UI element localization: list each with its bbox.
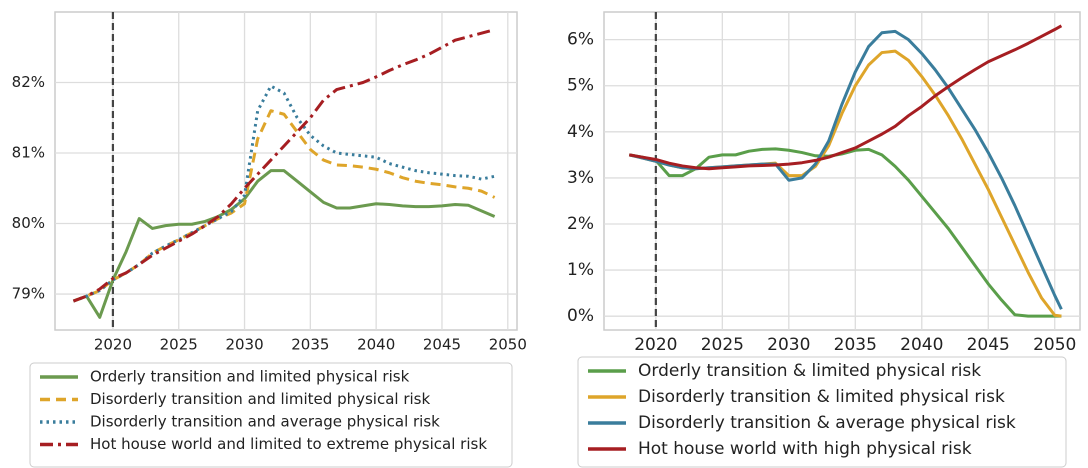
x-tick-label: 2040 [900, 335, 943, 355]
plot-area [603, 11, 1081, 331]
y-tick-label: 80% [12, 214, 45, 232]
legend-box [577, 356, 1067, 468]
x-tick-label: 2025 [701, 335, 744, 355]
series-line [72, 84, 495, 303]
x-tick-label: 2035 [834, 335, 877, 355]
legend-label: Disorderly transition & average physical… [638, 413, 1016, 433]
series-line [72, 28, 496, 303]
legend-label: Hot house world with high physical risk [638, 439, 972, 459]
x-tick-label: 2020 [634, 335, 677, 355]
legend-label: Orderly transition and limited physical … [90, 368, 410, 386]
legend-label: Disorderly transition and average physic… [90, 413, 440, 431]
x-tick-label: 2050 [1033, 335, 1076, 355]
x-tick-label: 2050 [489, 336, 527, 354]
y-tick-label: 5% [567, 76, 594, 96]
y-tick-label: 79% [12, 285, 45, 303]
legend-box [29, 362, 513, 468]
x-tick-label: 2030 [225, 336, 263, 354]
x-tick-label: 2020 [94, 336, 132, 354]
y-tick-label: 82% [12, 73, 45, 91]
y-tick-label: 1% [567, 260, 594, 280]
x-tick-label: 2040 [357, 336, 395, 354]
y-tick-label: 81% [12, 144, 45, 162]
x-tick-label: 2045 [967, 335, 1010, 355]
y-tick-label: 3% [567, 168, 594, 188]
series-line [629, 147, 1062, 318]
legend-label: Orderly transition & limited physical ri… [638, 361, 981, 381]
y-tick-label: 2% [567, 214, 594, 234]
y-tick-label: 6% [567, 30, 594, 50]
x-tick-label: 2025 [160, 336, 198, 354]
x-tick-label: 2030 [767, 335, 810, 355]
legend-label: Disorderly transition & limited physical… [638, 387, 1005, 407]
legend-label: Disorderly transition and limited physic… [90, 390, 430, 408]
y-tick-label: 4% [567, 122, 594, 142]
series-line [629, 24, 1063, 171]
legend-label: Hot house world and limited to extreme p… [90, 435, 487, 453]
series-line [72, 169, 496, 319]
x-tick-label: 2045 [423, 336, 461, 354]
x-tick-label: 2035 [291, 336, 329, 354]
y-tick-label: 0% [567, 306, 594, 326]
